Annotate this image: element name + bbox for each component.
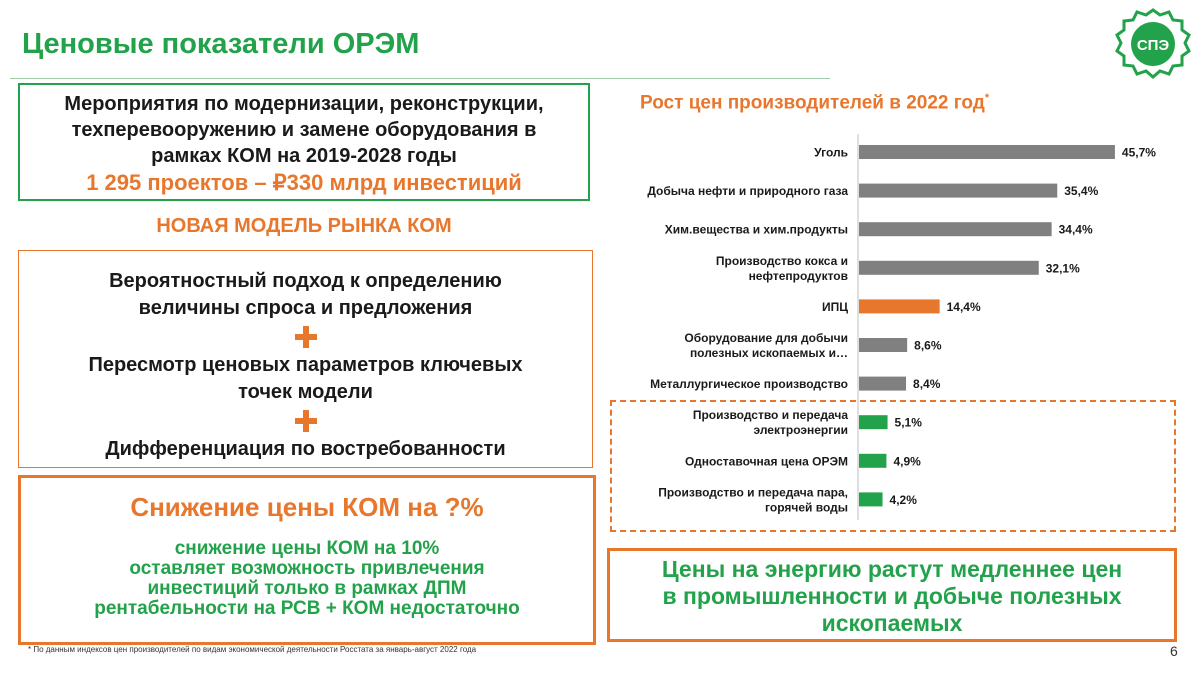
plus-icon <box>294 410 317 432</box>
title-divider <box>10 78 830 79</box>
page-number: 6 <box>1170 643 1178 659</box>
feature-1-line-2: величины спроса и предложения <box>138 297 473 319</box>
price-reduction-line-2: оставляет возможность привлечения <box>129 558 485 579</box>
category-label-3-1: нефтепродуктов <box>749 269 848 283</box>
category-label-7-1: электроэнергии <box>754 423 848 437</box>
price-reduction-line-3: инвестиций только в рамках ДПМ <box>147 578 467 599</box>
feature-1-line-1: Вероятностный подход к определению <box>109 270 502 292</box>
conclusion-line-2: в промышленности и добыче полезных <box>662 583 1122 609</box>
investment-line-3: рамках КОМ на 2019-2028 годы <box>151 145 457 167</box>
investment-line-2: техперевооружению и замене оборудования … <box>71 119 537 141</box>
feature-2-line-2: точек модели <box>238 381 373 403</box>
bar-4 <box>859 299 940 314</box>
value-label-3: 32,1% <box>1046 261 1080 275</box>
feature-3: Дифференциация по востребованности <box>105 438 506 460</box>
category-label-9-0: Производство и передача пара, <box>658 485 848 499</box>
category-label-7-0: Производство и передача <box>693 408 849 422</box>
value-label-7: 5,1% <box>895 416 923 430</box>
conclusion-box: Цены на энергию растут медленнее цен в п… <box>607 548 1177 642</box>
feature-2-line-1: Пересмотр ценовых параметров ключевых <box>88 354 523 376</box>
bar-6 <box>859 376 907 391</box>
bar-8 <box>859 453 887 468</box>
plus-icon <box>294 326 317 348</box>
bar-7 <box>859 415 888 430</box>
investment-box: Мероприятия по модернизации, реконструкц… <box>18 83 590 201</box>
value-label-8: 4,9% <box>893 454 921 468</box>
category-label-5-1: полезных ископаемых и… <box>690 346 848 360</box>
bar-3 <box>859 260 1039 275</box>
conclusion-line-3: ископаемых <box>821 610 963 636</box>
chart-title: Рост цен производителей в 2022 год* <box>640 92 1170 114</box>
category-label-8-0: Одноставочная цена ОРЭМ <box>685 454 848 468</box>
category-label-5-0: Оборудование для добычи <box>684 331 848 345</box>
footnote: * По данным индексов цен производителей … <box>28 645 477 654</box>
highlight-dashed-box <box>610 400 1176 532</box>
price-reduction-box: Снижение цены КОМ на ?% снижение цены КО… <box>18 475 596 645</box>
value-label-5: 8,6% <box>914 339 942 353</box>
category-label-1-0: Добыча нефти и природного газа <box>647 184 848 198</box>
value-label-6: 8,4% <box>913 377 941 391</box>
bar-0 <box>859 145 1115 159</box>
category-label-0-0: Уголь <box>814 146 848 160</box>
chart-title-text: Рост цен производителей в 2022 год <box>640 92 985 114</box>
logo-text: СПЭ <box>1137 37 1170 54</box>
conclusion-line-1: Цены на энергию растут медленнее цен <box>661 556 1123 582</box>
bar-2 <box>859 222 1052 237</box>
category-label-4-0: ИПЦ <box>822 300 848 314</box>
category-label-6-0: Металлургическое производство <box>650 377 848 391</box>
category-label-9-1: горячей воды <box>765 500 848 514</box>
category-label-2-0: Хим.вещества и хим.продукты <box>665 223 848 237</box>
value-label-2: 34,4% <box>1059 223 1093 237</box>
model-features-box: Вероятностный подход к определению велич… <box>18 250 593 468</box>
page-title: Ценовые показатели ОРЭМ <box>22 28 420 60</box>
price-reduction-line-4: рентабельности на РСВ + КОМ недостаточно <box>94 598 520 619</box>
investment-line-1: Мероприятия по модернизации, реконструкц… <box>64 93 544 115</box>
value-label-1: 35,4% <box>1064 184 1098 198</box>
price-reduction-line-1: снижение цены КОМ на 10% <box>174 538 440 559</box>
price-growth-chart: 45,7% Уголь 35,4% Добыча нефти и природного… <box>647 134 1156 520</box>
category-label-3-0: Производство кокса и <box>716 254 848 268</box>
value-label-4: 14,4% <box>947 300 981 314</box>
price-reduction-title: Снижение цены КОМ на ?% <box>130 492 484 522</box>
bar-5 <box>859 338 908 352</box>
value-label-9: 4,2% <box>890 493 918 507</box>
chart-title-footnote-mark: * <box>984 92 990 104</box>
investment-highlight: 1 295 проектов – ₽330 млрд инвестиций <box>86 170 522 195</box>
logo-icon: СПЭ <box>1115 8 1191 79</box>
value-label-0: 45,7% <box>1122 146 1156 160</box>
new-model-label: НОВАЯ МОДЕЛЬ РЫНКА КОМ <box>156 215 452 237</box>
bar-1 <box>859 183 1058 198</box>
bar-9 <box>859 492 883 507</box>
